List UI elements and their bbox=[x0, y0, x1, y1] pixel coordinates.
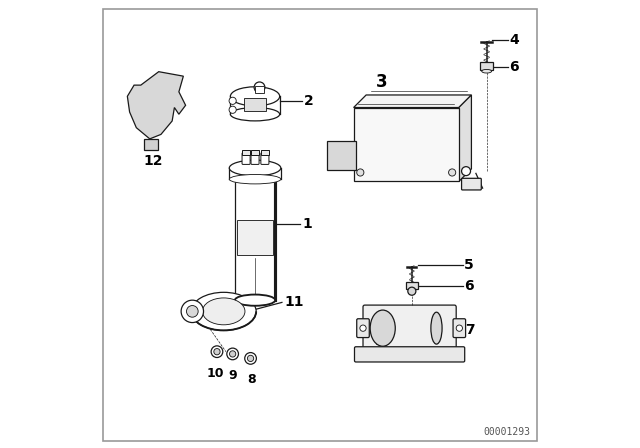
FancyBboxPatch shape bbox=[255, 86, 264, 93]
Text: 4: 4 bbox=[509, 33, 519, 47]
Circle shape bbox=[356, 169, 364, 176]
Circle shape bbox=[211, 346, 223, 358]
Circle shape bbox=[449, 169, 456, 176]
Ellipse shape bbox=[202, 298, 245, 325]
FancyBboxPatch shape bbox=[261, 153, 269, 164]
FancyBboxPatch shape bbox=[261, 150, 269, 155]
Ellipse shape bbox=[229, 160, 281, 176]
Ellipse shape bbox=[229, 174, 281, 184]
Circle shape bbox=[229, 106, 236, 113]
FancyBboxPatch shape bbox=[251, 153, 259, 164]
FancyBboxPatch shape bbox=[453, 319, 466, 338]
Circle shape bbox=[181, 300, 204, 323]
Circle shape bbox=[186, 306, 198, 317]
FancyBboxPatch shape bbox=[461, 178, 481, 190]
Text: 00001293: 00001293 bbox=[484, 427, 531, 437]
FancyBboxPatch shape bbox=[242, 150, 250, 155]
Circle shape bbox=[227, 348, 239, 360]
FancyBboxPatch shape bbox=[353, 108, 459, 181]
Circle shape bbox=[214, 349, 220, 355]
Polygon shape bbox=[353, 95, 472, 108]
Circle shape bbox=[461, 167, 470, 176]
Text: 2: 2 bbox=[305, 94, 314, 108]
Text: 6: 6 bbox=[464, 279, 474, 293]
FancyBboxPatch shape bbox=[363, 305, 456, 351]
Ellipse shape bbox=[230, 108, 280, 121]
Text: 7: 7 bbox=[465, 323, 474, 337]
FancyBboxPatch shape bbox=[251, 150, 259, 155]
Circle shape bbox=[229, 97, 236, 104]
Circle shape bbox=[456, 325, 463, 332]
Ellipse shape bbox=[230, 87, 280, 106]
FancyBboxPatch shape bbox=[356, 319, 369, 338]
Polygon shape bbox=[127, 72, 186, 139]
Text: 9: 9 bbox=[228, 369, 237, 382]
Ellipse shape bbox=[431, 312, 442, 344]
FancyBboxPatch shape bbox=[242, 153, 250, 164]
Polygon shape bbox=[326, 141, 356, 170]
Ellipse shape bbox=[191, 293, 256, 331]
Circle shape bbox=[230, 351, 236, 357]
FancyBboxPatch shape bbox=[244, 98, 266, 111]
Text: 6: 6 bbox=[509, 60, 518, 74]
Circle shape bbox=[360, 325, 366, 332]
Text: 10: 10 bbox=[207, 367, 225, 380]
Circle shape bbox=[254, 82, 265, 93]
FancyBboxPatch shape bbox=[237, 220, 273, 255]
Text: 5: 5 bbox=[464, 258, 474, 272]
FancyBboxPatch shape bbox=[355, 347, 465, 362]
Ellipse shape bbox=[482, 69, 492, 73]
Ellipse shape bbox=[370, 310, 396, 346]
Text: 3: 3 bbox=[376, 73, 388, 90]
Circle shape bbox=[248, 355, 253, 362]
Text: 1: 1 bbox=[302, 217, 312, 231]
Ellipse shape bbox=[235, 295, 275, 306]
Polygon shape bbox=[459, 95, 472, 181]
Text: 12: 12 bbox=[143, 154, 163, 168]
FancyBboxPatch shape bbox=[481, 62, 493, 70]
Text: 11: 11 bbox=[284, 295, 303, 310]
Circle shape bbox=[408, 287, 416, 295]
FancyBboxPatch shape bbox=[406, 282, 418, 289]
Polygon shape bbox=[145, 139, 158, 150]
Circle shape bbox=[244, 353, 257, 364]
Text: 8: 8 bbox=[247, 373, 256, 386]
